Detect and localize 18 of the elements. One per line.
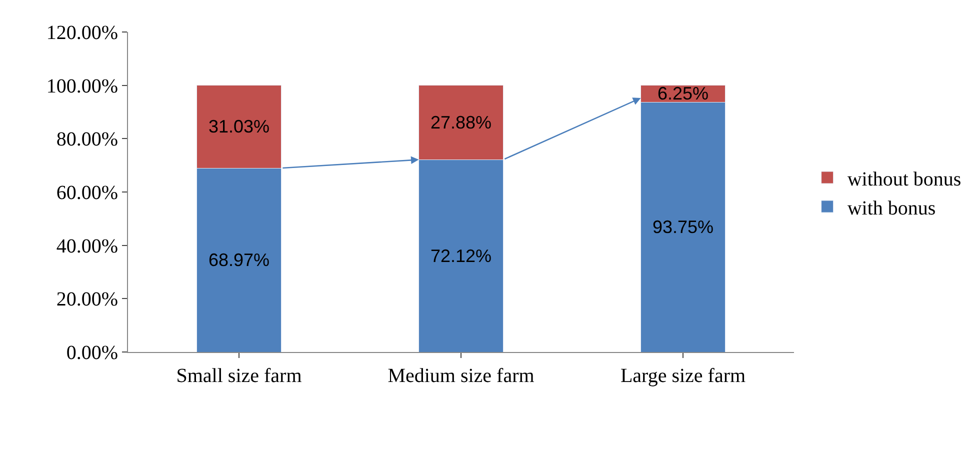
data-label: 31.03% [208,116,270,137]
y-tick-label: 0.00% [66,342,118,364]
y-tick-label: 120.00% [46,22,118,44]
x-tick-label: Small size farm [176,365,302,387]
data-label: 72.12% [430,246,492,266]
legend-label: with bonus [847,197,936,220]
data-label: 93.75% [652,217,714,237]
y-tick-label: 100.00% [46,75,118,98]
data-label: 68.97% [208,250,270,270]
y-tick-label: 40.00% [56,235,118,258]
x-tick-label: Medium size farm [388,365,535,387]
y-tick-label: 20.00% [56,288,118,311]
data-label: 27.88% [430,112,492,133]
y-tick-label: 80.00% [56,128,118,151]
legend-label: without bonus [847,168,962,190]
data-label: 6.25% [657,84,709,104]
x-tick-label: Large size farm [620,365,746,387]
y-tick-label: 60.00% [56,182,118,204]
